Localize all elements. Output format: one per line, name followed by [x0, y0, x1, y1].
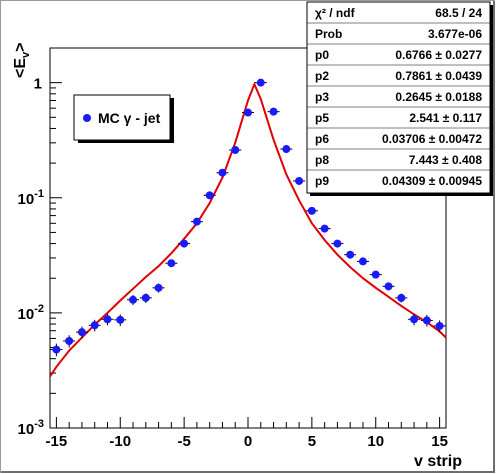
data-point	[205, 191, 214, 200]
stats-row-value: 0.7861 ± 0.0439	[395, 69, 482, 83]
data-point	[141, 293, 150, 302]
data-point	[320, 224, 329, 233]
x-axis-label: v strip	[414, 453, 462, 470]
stats-row-name: p8	[315, 153, 329, 167]
data-point	[244, 108, 252, 117]
y-tick-base: 10	[18, 421, 35, 438]
stats-row-name: p0	[315, 48, 329, 62]
y-tick-exponent: -2	[34, 303, 44, 315]
stats-row-name: Prob	[315, 27, 342, 41]
data-point	[358, 257, 367, 266]
y-tick-base: 10	[18, 191, 35, 208]
stats-row-name: p2	[315, 69, 329, 83]
data-point	[116, 315, 125, 324]
data-point	[167, 259, 176, 268]
fit-curve	[49, 81, 447, 378]
stats-row-value: 0.04309 ± 0.00945	[382, 174, 482, 188]
data-point	[282, 145, 291, 154]
y-tick-label: 10-3	[18, 418, 44, 438]
stats-row-value: 0.2645 ± 0.0188	[395, 90, 482, 104]
stats-row-value: 0.03706 ± 0.00472	[382, 132, 482, 146]
data-point	[410, 315, 419, 324]
stats-row-value: 68.5 / 24	[435, 6, 482, 20]
y-axis-label-sub: v	[20, 51, 32, 58]
x-tick-label: -15	[46, 433, 68, 450]
data-point	[103, 315, 112, 324]
x-tick-label: -10	[109, 433, 131, 450]
data-point	[231, 145, 240, 154]
fit-layer	[49, 81, 447, 378]
data-point	[384, 282, 393, 291]
legend-marker	[83, 114, 91, 122]
data-point	[180, 239, 189, 248]
stats-box: χ² / ndf 68.5 / 24 Prob 3.677e-06 p0 0.6766 ±…	[306, 1, 493, 196]
y-tick-label: 10-1	[18, 188, 44, 208]
data-point	[129, 295, 138, 304]
stats-row-name: p6	[315, 132, 329, 146]
y-tick-label: 10-2	[18, 303, 44, 323]
data-point	[371, 270, 380, 279]
data-point	[52, 345, 61, 354]
points-layer	[50, 78, 446, 357]
legend: MC γ - jet	[73, 94, 174, 143]
y-axis-label-end: >	[12, 43, 29, 52]
y-tick-exponent: -3	[34, 418, 44, 430]
data-point	[154, 283, 163, 292]
y-axis-label: <Ev>	[12, 43, 32, 78]
y-tick-exponent: -1	[34, 188, 44, 200]
stats-row-value: 3.677e-06	[428, 27, 482, 41]
data-point	[65, 336, 74, 345]
y-axis-label-main: <E	[12, 58, 29, 78]
stats-row-name: p5	[315, 111, 329, 125]
data-point	[192, 217, 201, 226]
data-point	[435, 321, 444, 330]
stats-row-value: 7.443 ± 0.408	[409, 153, 483, 167]
x-tick-label: 0	[244, 433, 252, 450]
x-tick-label: 15	[431, 433, 448, 450]
data-point	[256, 78, 265, 87]
x-tick-label: 5	[308, 433, 316, 450]
stats-row-name: p3	[315, 90, 329, 104]
data-point	[77, 328, 86, 337]
data-point	[295, 176, 304, 185]
stats-box-frame	[306, 1, 491, 194]
x-tick-label: 10	[367, 433, 384, 450]
stats-row-name: p9	[315, 174, 329, 188]
data-point	[218, 168, 227, 177]
data-point	[269, 107, 278, 116]
stats-row-name: χ² / ndf	[315, 6, 356, 20]
data-point	[333, 239, 342, 248]
y-tick-base: 10	[18, 306, 35, 323]
data-point	[90, 321, 99, 330]
data-point	[346, 250, 355, 259]
legend-label: MC γ - jet	[98, 110, 161, 126]
y-tick-label: 1	[34, 76, 42, 93]
x-tick-label: -5	[177, 433, 190, 450]
data-point	[397, 293, 406, 302]
data-point	[422, 316, 431, 325]
stats-row-value: 2.541 ± 0.117	[409, 111, 482, 125]
stats-row-value: 0.6766 ± 0.0277	[395, 48, 482, 62]
data-point	[307, 206, 316, 215]
